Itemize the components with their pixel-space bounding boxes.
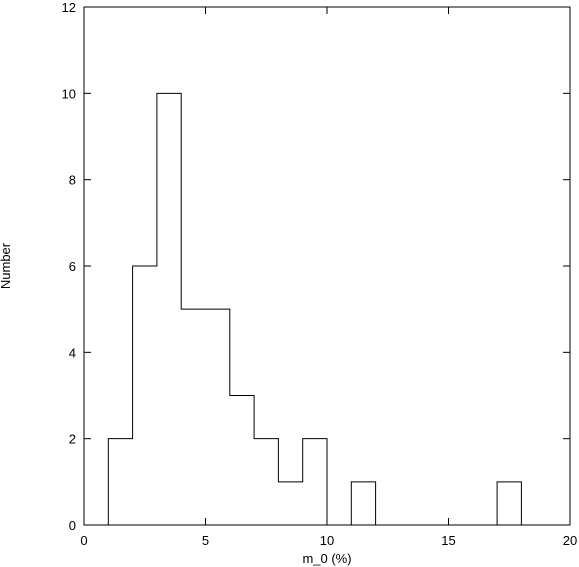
y-tick-label: 12 [62, 0, 76, 15]
histogram-outline [107, 92, 522, 525]
x-tick-label: 5 [202, 533, 209, 548]
y-tick-label: 10 [62, 86, 76, 101]
axis-ticks [83, 6, 571, 526]
x-tick-label: 0 [80, 533, 87, 548]
x-tick-label: 10 [320, 533, 334, 548]
axis-tick-labels: 0 5 10 15 20 0 2 4 6 8 10 12 [62, 0, 578, 548]
y-tick-label: 4 [69, 345, 76, 360]
x-axis-label: m_0 (%) [302, 551, 351, 566]
y-tick-label: 0 [69, 518, 76, 533]
y-tick-label: 2 [69, 432, 76, 447]
y-tick-label: 8 [69, 173, 76, 188]
y-axis-label: Number [0, 242, 13, 289]
x-tick-label: 20 [563, 533, 577, 548]
y-tick-label: 6 [69, 259, 76, 274]
x-tick-label: 15 [441, 533, 455, 548]
